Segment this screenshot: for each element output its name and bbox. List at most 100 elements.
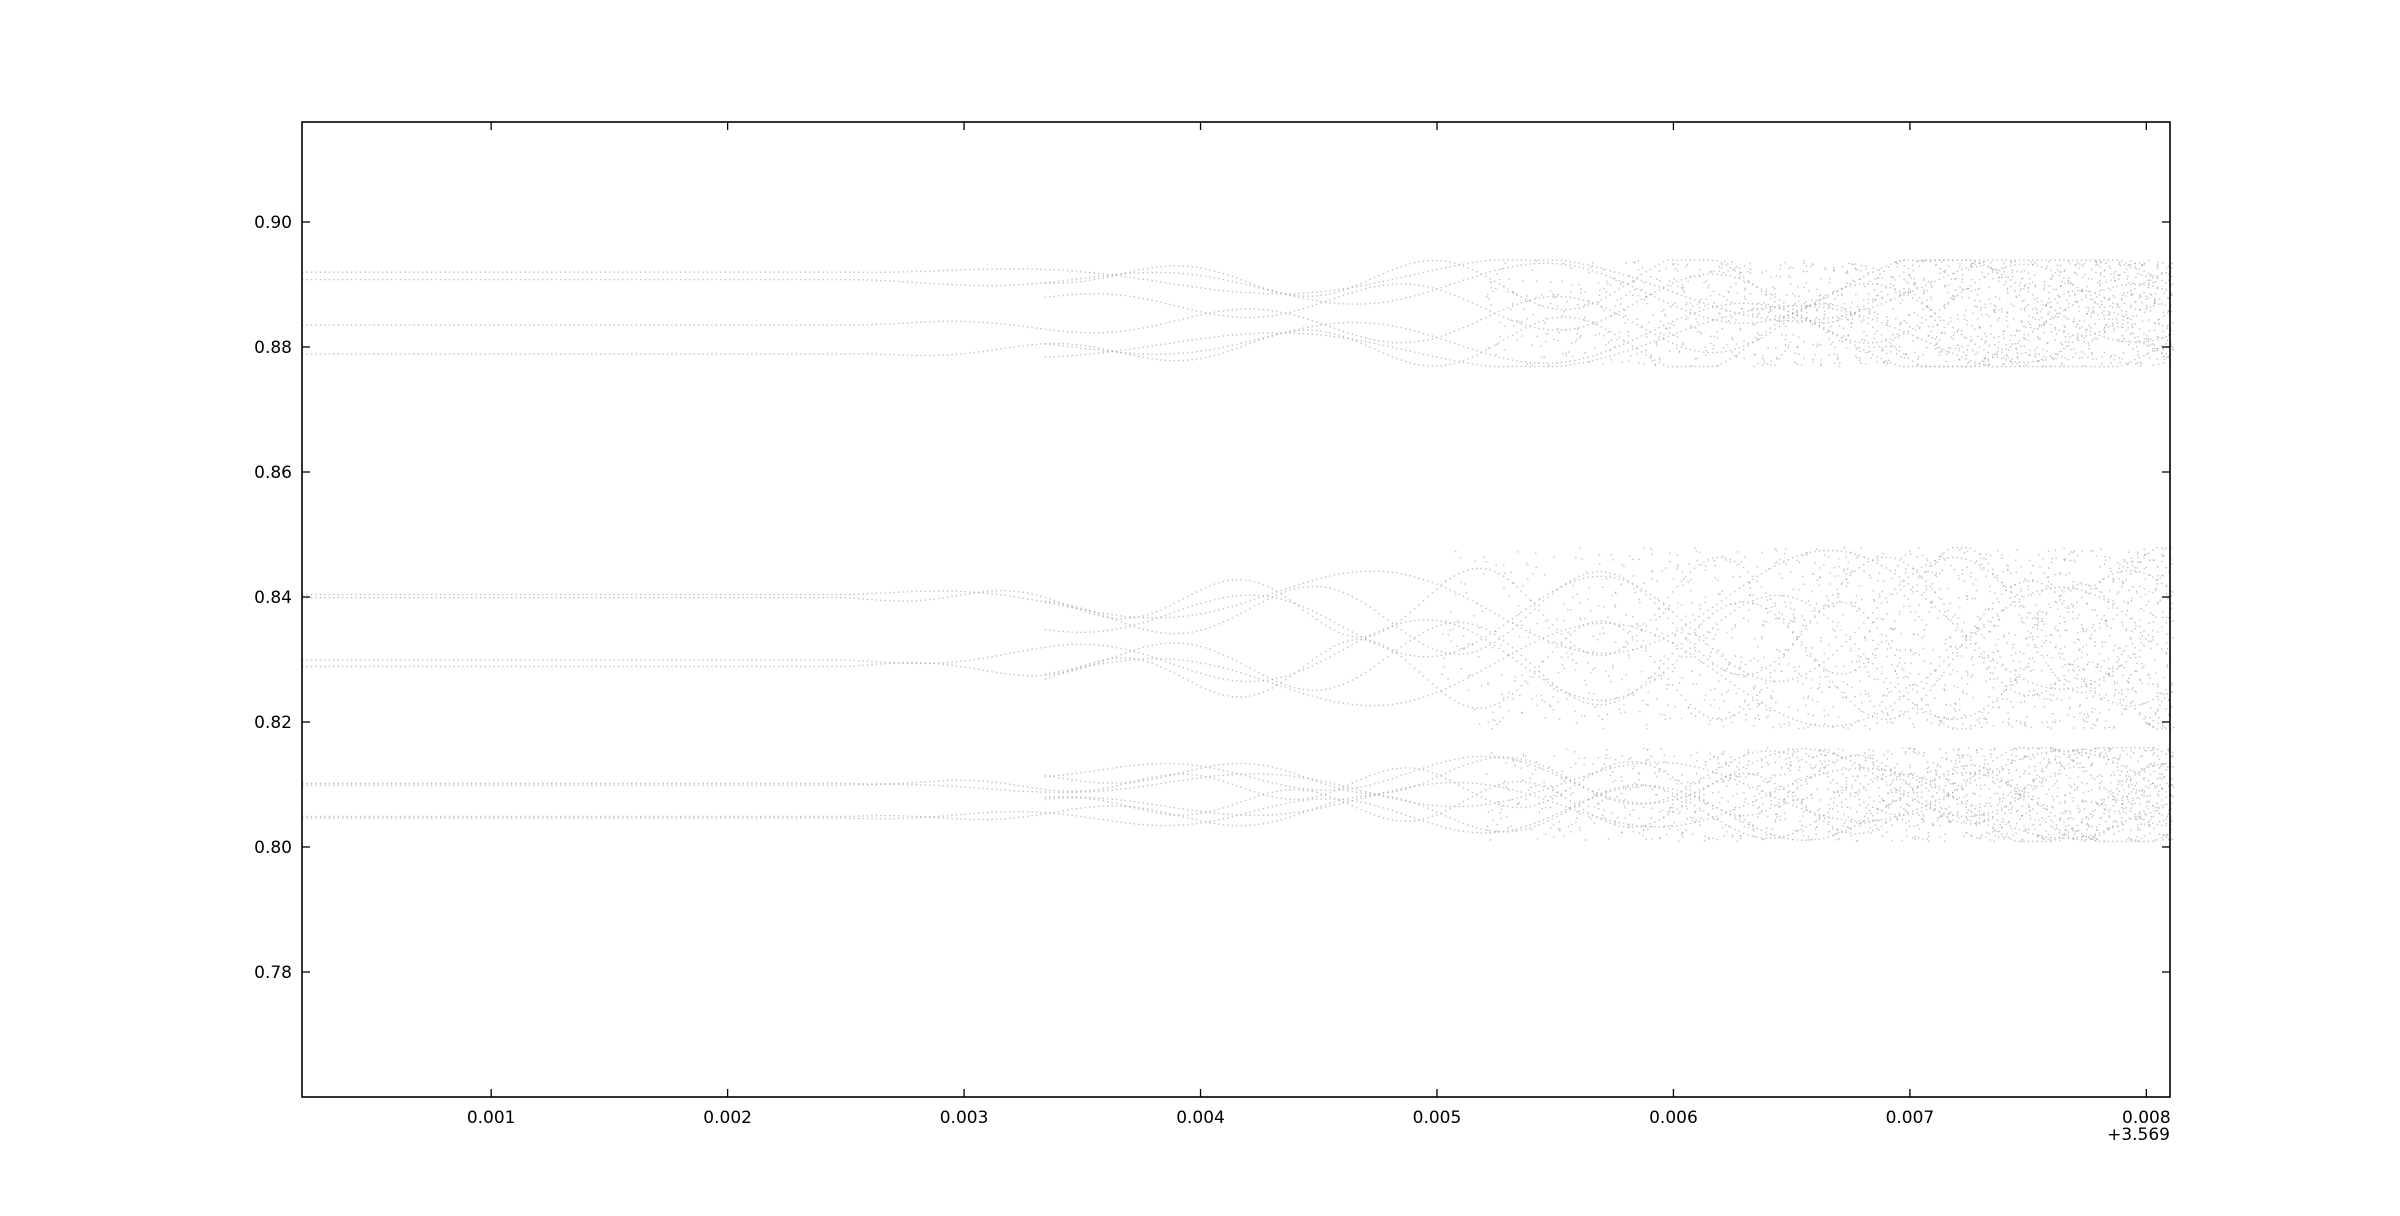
data-point <box>1861 338 1863 341</box>
data-point <box>1102 348 1104 350</box>
data-point <box>2138 341 2141 343</box>
data-point <box>1178 319 1180 321</box>
data-point <box>1053 671 1055 674</box>
data-point <box>706 278 709 281</box>
data-point <box>1769 297 1772 300</box>
data-point <box>982 591 984 593</box>
data-point <box>2149 306 2152 308</box>
data-point <box>413 278 415 281</box>
data-point <box>1787 305 1789 307</box>
data-point <box>2033 274 2036 276</box>
data-point <box>524 593 526 596</box>
data-point <box>475 353 477 355</box>
data-point <box>1934 365 1936 368</box>
data-point <box>889 323 891 325</box>
data-point <box>488 597 491 599</box>
data-point <box>1917 364 1919 366</box>
data-point <box>1680 330 1683 333</box>
data-point <box>2036 265 2038 267</box>
data-point <box>2162 337 2164 339</box>
data-point <box>1373 276 1376 279</box>
data-point <box>2074 300 2076 303</box>
data-point <box>350 659 353 661</box>
data-point <box>2049 318 2052 320</box>
data-point <box>1551 307 1554 310</box>
data-point <box>2099 284 2101 287</box>
data-point <box>631 659 633 661</box>
data-point <box>1356 334 1358 337</box>
data-point <box>337 593 339 596</box>
data-point <box>755 593 758 596</box>
data-point <box>2009 259 2012 261</box>
data-point <box>929 590 931 592</box>
data-point <box>1164 302 1167 305</box>
data-point <box>898 280 900 283</box>
data-point <box>457 271 460 273</box>
data-point <box>1075 608 1078 610</box>
data-point <box>1643 298 1646 301</box>
data-point <box>1947 323 1949 325</box>
data-point <box>733 353 735 355</box>
data-point <box>1499 336 1501 338</box>
data-point <box>2011 271 2014 273</box>
data-point <box>573 271 575 273</box>
data-point <box>1591 359 1594 362</box>
data-point <box>1987 265 1989 267</box>
data-point <box>1676 318 1678 321</box>
data-point <box>2068 302 2070 305</box>
data-point <box>1164 359 1167 362</box>
data-point <box>1565 329 1567 331</box>
data-point <box>1881 350 1883 352</box>
data-point <box>769 593 771 596</box>
data-point <box>1922 293 1925 295</box>
data-point <box>1365 344 1367 346</box>
data-point <box>1800 310 1803 313</box>
data-point <box>2171 283 2174 285</box>
data-point <box>933 662 935 665</box>
data-point <box>1920 259 1923 261</box>
data-point <box>493 271 495 273</box>
data-point <box>1240 282 1242 285</box>
data-point <box>960 590 962 593</box>
data-point <box>1961 291 1963 293</box>
data-point <box>471 665 473 668</box>
data-point <box>1771 294 1774 296</box>
data-point <box>1244 291 1247 294</box>
data-point <box>1133 277 1136 279</box>
data-point <box>546 597 548 599</box>
data-point <box>1962 274 1964 276</box>
data-point <box>1494 344 1496 346</box>
data-point <box>1659 332 1662 334</box>
data-point <box>1880 284 1883 286</box>
data-point <box>1603 288 1605 290</box>
data-point <box>1761 364 1764 366</box>
data-point <box>1187 273 1189 275</box>
data-point <box>1596 266 1598 268</box>
data-point <box>1391 325 1394 327</box>
data-point <box>986 592 989 595</box>
data-point <box>1049 343 1051 346</box>
data-point <box>1892 334 1894 336</box>
data-point <box>986 656 989 659</box>
data-point <box>1734 270 1736 272</box>
data-point <box>1971 325 1973 327</box>
data-point <box>444 324 446 326</box>
data-point <box>1874 289 1876 291</box>
data-point <box>1302 329 1305 332</box>
data-point <box>1053 356 1055 358</box>
data-point <box>2125 362 2127 365</box>
data-point <box>342 271 344 273</box>
data-point <box>1067 669 1069 671</box>
data-point <box>1280 313 1282 315</box>
data-point <box>1396 341 1398 344</box>
data-point <box>1508 278 1510 281</box>
data-point <box>1783 315 1785 318</box>
data-point <box>1498 278 1501 281</box>
data-point <box>2147 345 2150 348</box>
data-point <box>1009 673 1011 675</box>
data-point <box>1838 340 1841 342</box>
data-point <box>644 353 646 355</box>
data-point <box>1734 348 1736 350</box>
data-point <box>2154 302 2156 304</box>
data-point <box>1578 284 1580 286</box>
